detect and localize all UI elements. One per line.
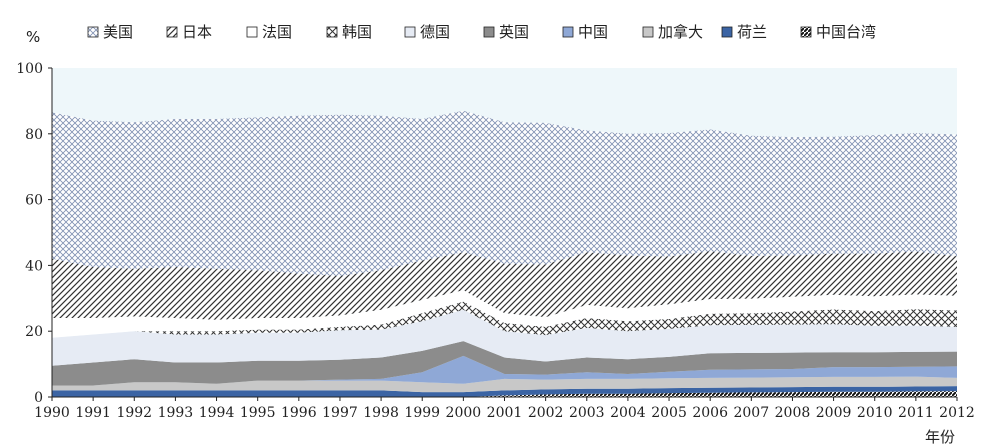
legend-item: 法国	[246, 23, 292, 41]
legend-label: 中国台湾	[816, 23, 876, 41]
legend-swatch	[562, 26, 574, 38]
legend-item: 英国	[483, 23, 529, 41]
x-tick-label: 2007	[733, 405, 769, 421]
x-tick-label: 1997	[322, 405, 358, 421]
legend-item: 中国台湾	[800, 23, 876, 41]
legend-swatch	[483, 26, 495, 38]
y-tick-label: 100	[16, 61, 43, 77]
area-series-7	[52, 290, 957, 338]
area-series-2	[52, 376, 957, 393]
x-tick-label: 2002	[528, 405, 564, 421]
area-series-3	[52, 355, 957, 386]
x-tick-label: 1999	[404, 405, 440, 421]
x-tick-label: 1998	[363, 405, 399, 421]
legend-swatch	[326, 26, 338, 38]
x-tick-label: 1994	[199, 405, 235, 421]
legend-swatch	[642, 26, 654, 38]
x-tick-label: 2001	[487, 405, 523, 421]
legend: 美国 日本 法国 韩国 德国 英国 中国 加拿大 荷兰 中国台湾	[87, 23, 876, 41]
x-tick-label: 2003	[569, 405, 605, 421]
x-tick-label: 2006	[692, 405, 728, 421]
area-series-8	[52, 251, 957, 320]
area-series-0	[52, 391, 957, 397]
legend-label: 德国	[420, 23, 450, 41]
legend-swatch	[404, 26, 416, 38]
legend-item: 加拿大	[642, 23, 703, 41]
legend-swatch	[721, 26, 733, 38]
x-tick-label: 2005	[651, 405, 687, 421]
legend-item: 中国	[562, 23, 608, 41]
legend-label: 英国	[499, 23, 529, 41]
legend-label: 荷兰	[737, 23, 767, 41]
legend-label: 美国	[103, 23, 133, 41]
legend-label: 日本	[182, 23, 212, 41]
x-tick-label: 1991	[75, 405, 111, 421]
legend-swatch	[800, 26, 812, 38]
legend-label: 韩国	[342, 23, 372, 41]
x-tick-label: 1993	[158, 405, 194, 421]
x-tick-label: 2010	[857, 405, 893, 421]
x-axis-label: 年份	[925, 428, 955, 446]
area-series-1	[52, 386, 957, 397]
y-tick-label: 80	[25, 127, 43, 143]
legend-label: 加拿大	[658, 23, 703, 41]
y-axis-label: %	[26, 28, 40, 46]
x-tick-label: 2009	[816, 405, 852, 421]
y-tick-label: 60	[25, 193, 43, 209]
area-series-5	[52, 309, 957, 366]
x-tick-label: 2011	[898, 405, 934, 421]
x-tick-label: 2004	[610, 405, 646, 421]
legend-item: 日本	[166, 23, 212, 41]
legend-label: 中国	[578, 23, 608, 41]
x-tick-label: 2008	[775, 405, 811, 421]
x-tick-label: 1996	[281, 405, 317, 421]
y-tick-label: 40	[25, 258, 43, 274]
x-tick-label: 1995	[240, 405, 276, 421]
x-tick-label: 1990	[34, 405, 70, 421]
x-tick-label: 1992	[116, 405, 152, 421]
legend-item: 荷兰	[721, 23, 767, 41]
legend-item: 德国	[404, 23, 450, 41]
area-series-group	[52, 110, 957, 397]
legend-label: 法国	[262, 23, 292, 41]
y-tick-label: 20	[25, 324, 43, 340]
x-tick-label: 2000	[446, 405, 482, 421]
legend-item: 美国	[87, 23, 133, 41]
legend-swatch	[87, 26, 99, 38]
legend-swatch	[246, 26, 258, 38]
legend-item: 韩国	[326, 23, 372, 41]
legend-swatch	[166, 26, 178, 38]
x-tick-label: 2012	[939, 405, 975, 421]
y-tick-label: 0	[34, 390, 43, 406]
area-series-9	[52, 110, 957, 276]
area-series-4	[52, 341, 957, 386]
axes-group: 0 20 40 60 80 100 1990 1991 1992 1993 1994 1995 1996…	[16, 61, 975, 421]
area-series-6	[52, 301, 957, 338]
